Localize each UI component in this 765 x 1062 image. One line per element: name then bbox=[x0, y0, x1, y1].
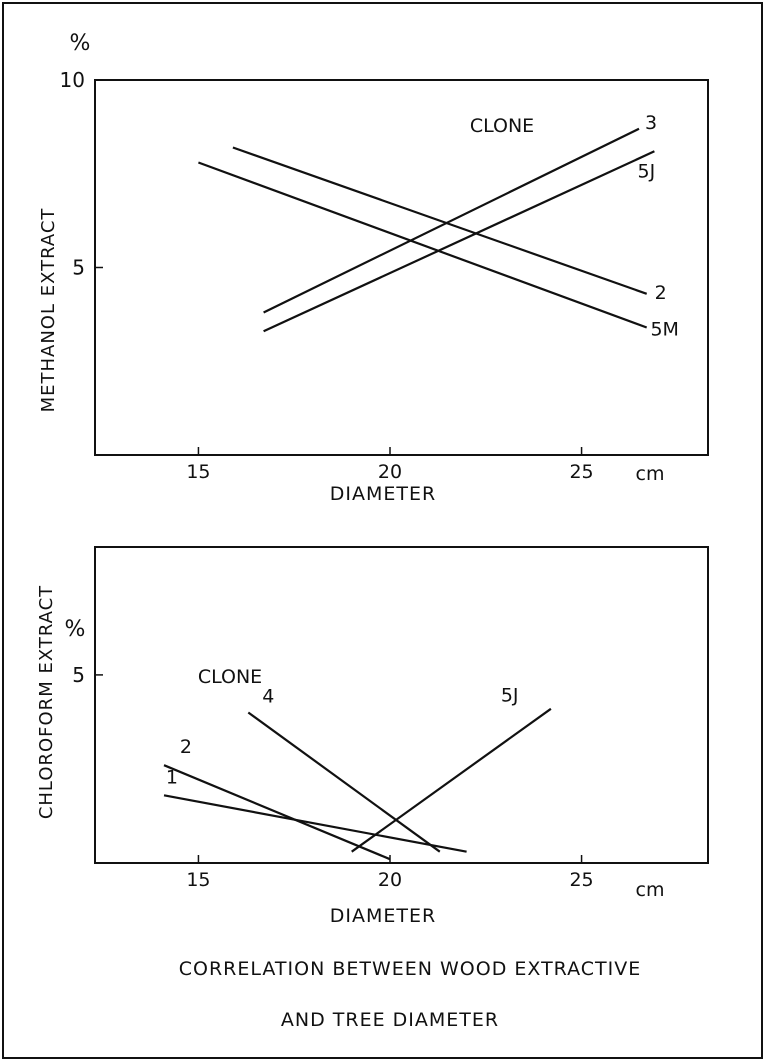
chloroform-series-label-4: 4 bbox=[262, 686, 274, 708]
chloroform-series-label-2: 2 bbox=[180, 736, 192, 758]
chloroform-series: 12 4 5J bbox=[163, 685, 552, 861]
methanol-series-label-3: 3 bbox=[645, 112, 657, 134]
chloroform-x-unit: cm bbox=[636, 879, 665, 901]
chloroform-plot-frame bbox=[94, 546, 709, 864]
chloroform-series-line-4 bbox=[247, 711, 441, 853]
methanol-legend-title: CLONE bbox=[470, 115, 534, 137]
methanol-y-tick-label: 10 bbox=[60, 68, 85, 92]
chloroform-y-label: CHLOROFORM EXTRACT bbox=[36, 585, 57, 819]
methanol-x-tick-label: 15 bbox=[186, 461, 210, 483]
methanol-y-label: METHANOL EXTRACT bbox=[38, 208, 59, 413]
methanol-series-line-5m bbox=[198, 161, 648, 329]
chloroform-y-unit: % bbox=[65, 617, 86, 642]
methanol-ticks: 15 20 25 5 10 bbox=[60, 68, 594, 483]
chloroform-chart: % CHLOROFORM EXTRACT DIAMETER cm CLONE 1… bbox=[36, 546, 709, 927]
chloroform-legend-title: CLONE bbox=[198, 666, 262, 688]
chloroform-series-line-5j bbox=[351, 707, 552, 853]
chloroform-series-line-2 bbox=[163, 764, 391, 861]
methanol-x-label: DIAMETER bbox=[330, 483, 436, 505]
chloroform-x-tick-label: 15 bbox=[186, 869, 210, 891]
methanol-chart: % METHANOL EXTRACT DIAMETER cm CLONE 15 2… bbox=[38, 31, 709, 505]
chloroform-series-label-5j: 5J bbox=[501, 685, 519, 707]
methanol-series: 3 5J 2 5M bbox=[198, 112, 679, 341]
methanol-x-unit: cm bbox=[636, 463, 665, 485]
chloroform-x-label: DIAMETER bbox=[330, 905, 436, 927]
chloroform-x-tick-label: 25 bbox=[569, 869, 593, 891]
chloroform-series-line-1 bbox=[163, 794, 467, 853]
methanol-series-label-5m: 5M bbox=[650, 319, 678, 341]
methanol-y-unit: % bbox=[70, 31, 91, 56]
methanol-x-tick-label: 20 bbox=[378, 461, 402, 483]
methanol-y-tick-label: 5 bbox=[72, 256, 85, 280]
caption-line-1: CORRELATION BETWEEN WOOD EXTRACTIVE bbox=[179, 958, 642, 980]
chloroform-y-tick-label: 5 bbox=[72, 663, 85, 687]
methanol-series-line-2 bbox=[232, 146, 648, 295]
methanol-series-label-5j: 5J bbox=[638, 160, 656, 182]
methanol-x-tick-label: 25 bbox=[569, 461, 593, 483]
chloroform-x-tick-label: 20 bbox=[378, 869, 402, 891]
methanol-series-label-2: 2 bbox=[655, 282, 667, 304]
caption-line-2: AND TREE DIAMETER bbox=[281, 1009, 499, 1031]
methanol-series-line-3 bbox=[263, 127, 640, 314]
chloroform-series-label-1: 1 bbox=[166, 766, 178, 788]
methanol-series-line-5j bbox=[263, 150, 655, 333]
